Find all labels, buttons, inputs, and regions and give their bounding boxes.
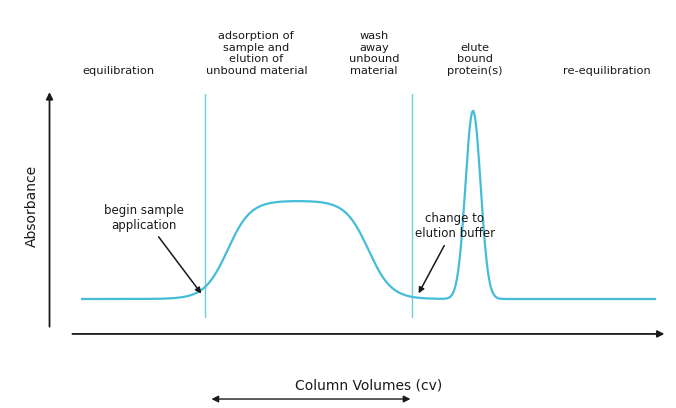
Text: change to
elution buffer: change to elution buffer <box>414 212 495 292</box>
Text: Absorbance: Absorbance <box>25 165 39 247</box>
Text: re-equilibration: re-equilibration <box>563 66 651 76</box>
Text: elute
bound
protein(s): elute bound protein(s) <box>447 43 502 76</box>
Text: wash
away
unbound
material: wash away unbound material <box>349 31 400 76</box>
Text: Column Volumes (cv): Column Volumes (cv) <box>295 379 442 392</box>
Text: equilibration: equilibration <box>82 66 155 76</box>
Text: adsorption of
sample and
elution of
unbound material: adsorption of sample and elution of unbo… <box>206 31 307 76</box>
Text: begin sample
application: begin sample application <box>104 204 200 292</box>
